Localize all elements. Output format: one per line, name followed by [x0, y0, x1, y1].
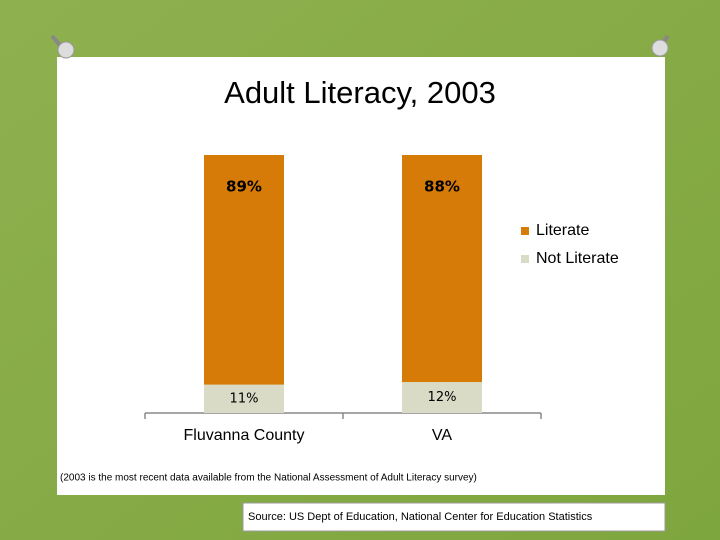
value-label: 11% — [230, 391, 259, 406]
x-tick-label: Fluvanna County — [184, 427, 305, 444]
chart-title: Adult Literacy, 2003 — [224, 75, 496, 110]
legend-swatch — [521, 255, 529, 263]
value-label: 89% — [226, 178, 262, 196]
legend-label: Not Literate — [536, 250, 619, 267]
bar-segment — [204, 384, 284, 413]
value-label: 12% — [428, 390, 457, 405]
source: Source: US Dept of Education, National C… — [248, 511, 593, 523]
pin — [651, 34, 670, 57]
pin — [50, 34, 75, 59]
note: (2003 is the most recent data available … — [60, 473, 477, 484]
legend-label: Literate — [536, 222, 589, 239]
bar-segment — [402, 382, 482, 413]
source-box — [242, 502, 666, 532]
bar-segment — [402, 155, 482, 383]
card — [57, 57, 665, 495]
value-label: 88% — [424, 178, 460, 196]
x-tick-label: VA — [432, 427, 452, 444]
legend-swatch — [521, 227, 529, 235]
bar-segment — [204, 155, 284, 385]
